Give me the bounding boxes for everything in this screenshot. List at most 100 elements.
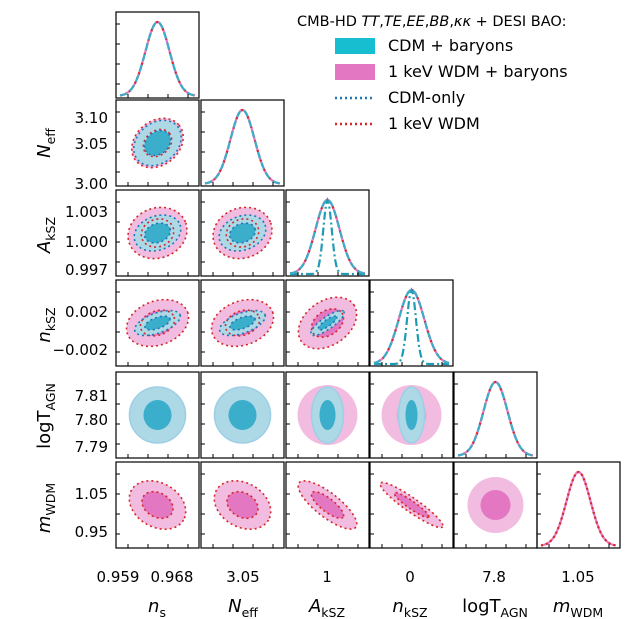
- contour-wdm-line-outer-r5c0: [128, 479, 187, 531]
- panel-frame-r1-c0: [115, 99, 200, 187]
- x-tick-label-1-0: 3.05: [226, 568, 259, 586]
- contour-wdm-line-outer-r5c1: [213, 479, 272, 531]
- contour-wdm-line-outer-r5c3: [379, 481, 444, 529]
- contour-cdm-line-outer-r3c0: [133, 309, 182, 337]
- contour-wdm-line-outer-r3c0: [125, 298, 190, 348]
- legend-label-0: CDM + baryons: [388, 36, 513, 55]
- contour-cdm-line-inner-r3c0: [144, 315, 171, 331]
- y-axis-label-4: logTAGN: [34, 383, 58, 449]
- x-tick-label-3-0: 0: [405, 568, 415, 586]
- contour-wdm-line-inner-r5c1: [226, 490, 259, 520]
- y-tick-label-2-1: 1.000: [65, 233, 108, 251]
- contour-cdm-line-outer-r3c2: [309, 309, 346, 337]
- x-axis-label-0: ns: [148, 596, 166, 619]
- panel-frame-r1-c1: [200, 99, 285, 187]
- contour-cdm-line-outer-r1c0: [132, 119, 183, 167]
- contour-cdm-line-outer-r2c0: [133, 214, 182, 252]
- contour-wdm-inner-r5c2: [311, 491, 344, 519]
- x-axis-label-3: nkSZ: [392, 596, 427, 619]
- y-tick-label-5-1: 0.95: [75, 523, 108, 541]
- y-tick-label-4-2: 7.79: [75, 438, 108, 456]
- marginal-cdm-only-3: [374, 287, 449, 366]
- panel-frame-r3-c1: [200, 279, 285, 367]
- marginal-wdm-2: [289, 198, 366, 275]
- marginal-wdm-baryons-3: [373, 288, 450, 365]
- y-axis-label-2: AkSZ: [34, 217, 58, 254]
- marginal-wdm-baryons-0: [119, 20, 196, 97]
- marginal-cdm-baryons-4: [457, 380, 534, 457]
- marginal-wdm-0: [119, 20, 196, 97]
- y-tick-label-1-0: 3.10: [75, 109, 108, 127]
- marginal-cdm-only-2: [290, 196, 365, 276]
- marginal-wdm-1: [204, 108, 281, 185]
- marginal-wdm-baryons-2: [289, 198, 366, 275]
- contour-cdm-inner-r4c2: [319, 400, 336, 430]
- contour-wdm-line-outer-r2c0: [127, 206, 188, 260]
- y-tick-label-3-1: −0.002: [52, 341, 108, 359]
- marginal-wdm-baryons-5: [540, 470, 617, 547]
- contour-cdm-inner-r3c2: [318, 316, 337, 330]
- legend-label-3: 1 keV WDM: [388, 114, 480, 133]
- x-axis-label-5: mWDM: [553, 596, 603, 619]
- contour-wdm-inner-r5c4: [480, 490, 511, 520]
- y-tick-label-3-0: 0.002: [65, 303, 108, 321]
- contour-cdm-inner-r4c0: [143, 400, 172, 430]
- contour-wdm-line-inner-r2c1: [225, 218, 260, 248]
- panel-frame-r3-c3: [369, 279, 454, 367]
- x-tick-label-4-0: 7.8: [482, 568, 506, 586]
- panel-frame-r5-c5: [536, 461, 621, 549]
- contour-cdm-inner-r3c1: [229, 316, 256, 330]
- panel-frame-r0-c0: [115, 11, 200, 99]
- plot-panels: 0.959 0.968 3.05 1 0 7.8 1.05 3.10 3.05 3.00 1.003…: [34, 11, 621, 619]
- marginal-cdm-baryons-1: [204, 108, 281, 185]
- legend: CMB-HD TT,TE,EE,BB,κκ + DESI BAO: CDM + …: [297, 14, 568, 133]
- contour-wdm-line-inner-r1c0: [142, 128, 173, 158]
- contour-wdm-inner-r5c1: [226, 491, 259, 519]
- contour-wdm-line-inner-r5c2: [310, 490, 345, 520]
- contour-cdm-line-inner-r2c0: [143, 222, 172, 244]
- panel-frame-r3-c0: [115, 279, 200, 367]
- contour-cdm-line-inner-r1c0: [143, 129, 172, 157]
- contour-cdm-line-inner-r2c1: [228, 222, 257, 244]
- legend-title: CMB-HD TT,TE,EE,BB,κκ + DESI BAO:: [297, 14, 566, 30]
- panel-frame-r2-c2: [285, 189, 370, 277]
- marginal-wdm-baryons-1: [204, 108, 281, 185]
- y-tick-label-4-0: 7.81: [75, 387, 108, 405]
- contour-cdm-inner-r3c0: [144, 316, 171, 330]
- marginal-wdm-3: [373, 288, 450, 365]
- contour-cdm-inner-r4c3: [405, 400, 418, 430]
- x-axis-label-1: Neff: [228, 596, 258, 619]
- contour-wdm-line-inner-r5c3: [393, 491, 430, 519]
- y-tick-label-1-1: 3.05: [75, 135, 108, 153]
- y-tick-label-2-2: 0.997: [65, 261, 108, 279]
- contour-cdm-line-inner-r3c2: [317, 315, 338, 331]
- marginal-wdm-5: [540, 470, 617, 547]
- contour-wdm-line-outer-r2c1: [212, 206, 273, 260]
- legend-entries: CDM + baryons 1 keV WDM + baryons CDM-only…: [335, 36, 568, 133]
- contour-cdm-inner-r2c1: [229, 223, 256, 243]
- contour-wdm-line-inner-r5c0: [141, 490, 174, 520]
- contour-wdm-inner-r5c3: [394, 492, 429, 518]
- panel-frame-r5-c4: [453, 461, 538, 549]
- panel-frame-r5-c0: [115, 461, 200, 549]
- legend-swatch-1: [335, 64, 375, 80]
- panel-frame-r4-c3: [369, 371, 454, 459]
- contour-cdm-inner-r4c1: [228, 400, 257, 430]
- contour-cdm-line-inner-r3c1: [229, 315, 256, 331]
- y-tick-label-2-0: 1.003: [65, 203, 108, 221]
- contour-wdm-inner-r5c0: [141, 491, 174, 519]
- marginal-wdm-4: [457, 380, 534, 457]
- contour-cdm-inner-r1c0: [144, 130, 171, 156]
- panel-frame-r4-c4: [453, 371, 538, 459]
- contour-wdm-line-outer-r3c2: [297, 296, 358, 350]
- panel-frame-r5-c2: [285, 461, 370, 549]
- x-axis-label-4: logTAGN: [462, 596, 528, 619]
- legend-swatch-0: [335, 38, 375, 54]
- panel-frame-r2-c0: [115, 189, 200, 277]
- x-axis-label-2: AkSZ: [308, 596, 345, 619]
- marginal-wdm-baryons-4: [457, 380, 534, 457]
- y-axis-label-1: Neff: [34, 128, 58, 158]
- contour-wdm-line-outer-r3c1: [210, 298, 275, 348]
- x-tick-label-0-0: 0.959: [97, 568, 140, 586]
- x-tick-label-5-0: 1.05: [561, 568, 594, 586]
